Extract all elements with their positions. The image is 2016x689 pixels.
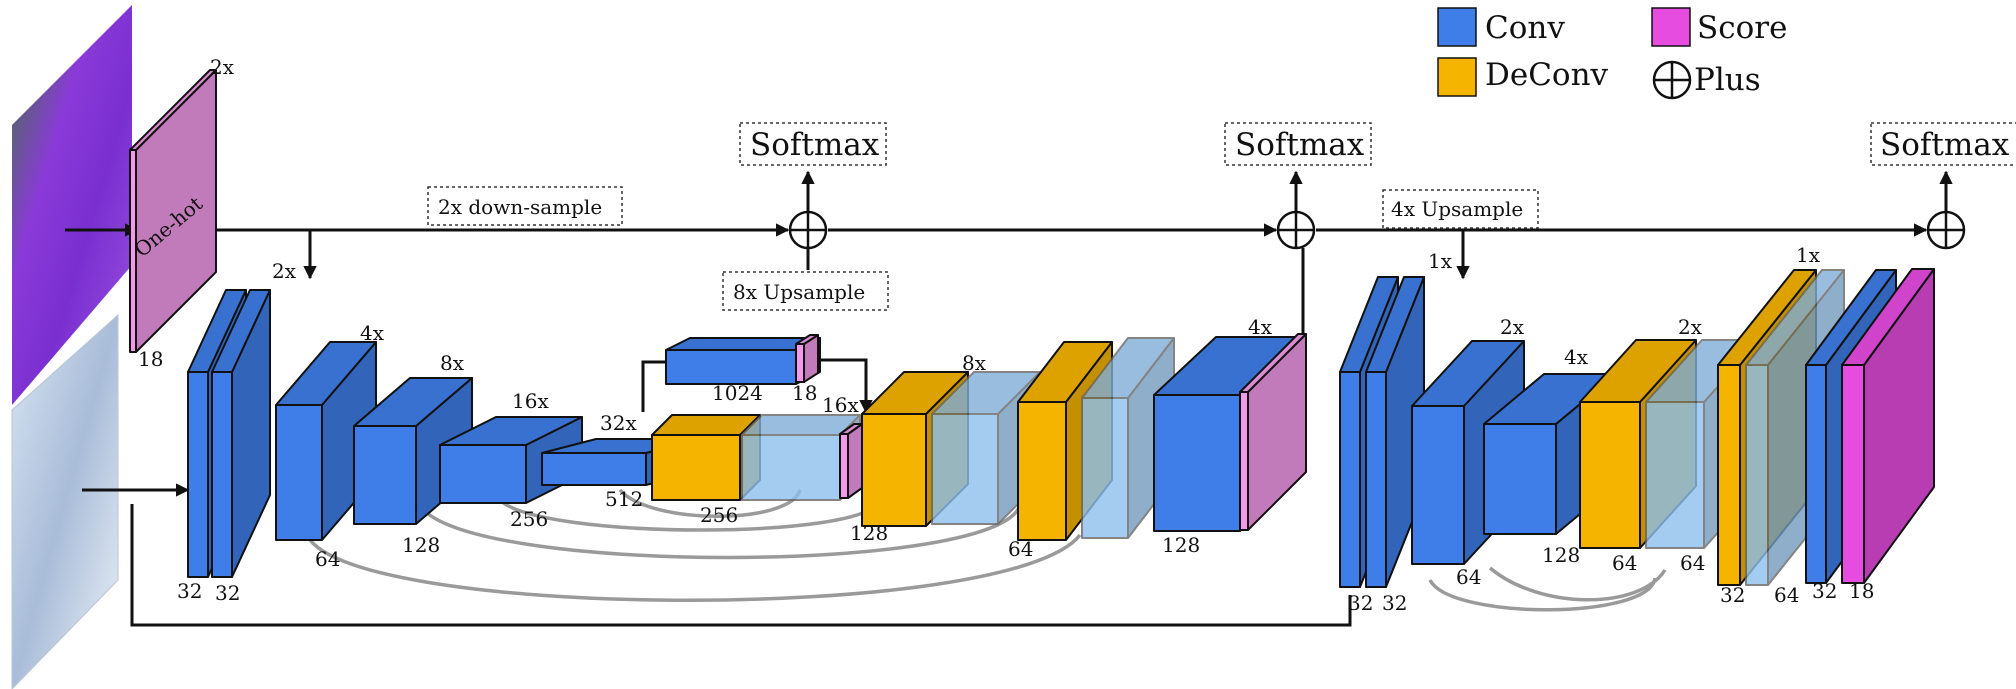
score-block [1239,333,1307,531]
dashed-label-boxes [427,122,2016,311]
channel-label: 32 [215,581,240,605]
rgb-image [11,313,119,689]
scale-label: 1x [1428,249,1453,273]
legend: Conv DeConv Score Plus [1437,7,1787,100]
legend-label: DeConv [1485,57,1609,93]
channel-label: 32 [1720,583,1745,607]
channel-label: 32 [1382,591,1407,615]
channel-label: 32 [177,579,202,603]
plus-node [1276,210,1316,250]
channel-label: 128 [1162,533,1200,557]
scale-label: 16x [512,389,549,413]
scale-labels: 2x 2x 4x 8x 16x 32x 16x 8x 4x 1x 2x 4x 2… [210,55,1821,435]
channel-label: 64 [1774,583,1799,607]
channel-label: 32 [1812,579,1837,603]
softmax-label: Softmax [1880,127,2010,163]
scale-label: 1x [1796,243,1821,267]
channel-label: 64 [1008,537,1033,561]
onehot-layer [129,69,217,353]
score-block [1841,268,1935,584]
channel-label: 18 [1849,579,1874,603]
channel-label: 256 [510,507,548,531]
conv-block [211,289,271,578]
skip-connections [304,488,1667,612]
softmax-box [1224,122,1372,166]
legend-label: Score [1697,10,1787,46]
scale-label: 8x [962,351,987,375]
plus-node [1926,210,1966,250]
channel-label: 64 [315,547,340,571]
legend-label: Plus [1694,62,1761,98]
channel-labels: 18 32 32 64 128 256 512 1024 18 256 128 … [138,347,1874,615]
legend-plus-icon [1652,60,1692,100]
upsample-4x-label: 4x Upsample [1391,197,1523,221]
channel-label: 64 [1456,565,1481,589]
softmax-box [739,122,887,166]
legend-score-swatch [1651,7,1691,47]
scale-label: 4x [1248,315,1273,339]
input-images [11,5,132,689]
softmax-label: Softmax [1235,127,1365,163]
channel-label: 18 [792,381,817,405]
channel-label: 128 [1542,543,1580,567]
segmentation-image [12,5,132,405]
layer-blocks [129,69,1935,588]
scale-label: 2x [1678,315,1703,339]
upsample-8x-box [722,271,889,311]
upsample-4x-box [1382,189,1539,229]
legend-deconv-swatch [1437,57,1477,97]
scale-label: 4x [1564,345,1589,369]
flow-arrows [65,170,1953,627]
scale-label: 2x [272,259,297,283]
channel-label: 128 [850,521,888,545]
scale-label: 16x [822,393,859,417]
scale-label: 2x [1500,315,1525,339]
down-sample-label: 2x down-sample [438,195,602,219]
channel-label: 512 [605,487,643,511]
score-block [839,423,863,499]
softmax-label: Softmax [750,127,880,163]
sum-nodes [788,210,1966,250]
channel-label: 18 [138,347,163,371]
upsample-8x-label: 8x Upsample [733,280,865,304]
channel-label: 128 [402,533,440,557]
legend-label: Conv [1485,10,1565,46]
plus-node [788,210,828,250]
channel-label: 64 [1680,551,1705,575]
channel-label: 256 [700,503,738,527]
scale-label: 4x [360,321,385,345]
channel-label: 32 [1348,591,1373,615]
annotations: Softmax Softmax Softmax 2x down-sample 8… [130,127,2010,304]
down-sample-box [427,186,623,226]
scale-label: 2x [210,55,235,79]
score-block [795,334,819,383]
scale-label: 32x [600,411,637,435]
channel-label: 64 [1612,551,1637,575]
softmax-box [1870,122,2016,166]
channel-label: 1024 [712,381,763,405]
scale-label: 8x [440,351,465,375]
legend-conv-swatch [1437,7,1477,47]
